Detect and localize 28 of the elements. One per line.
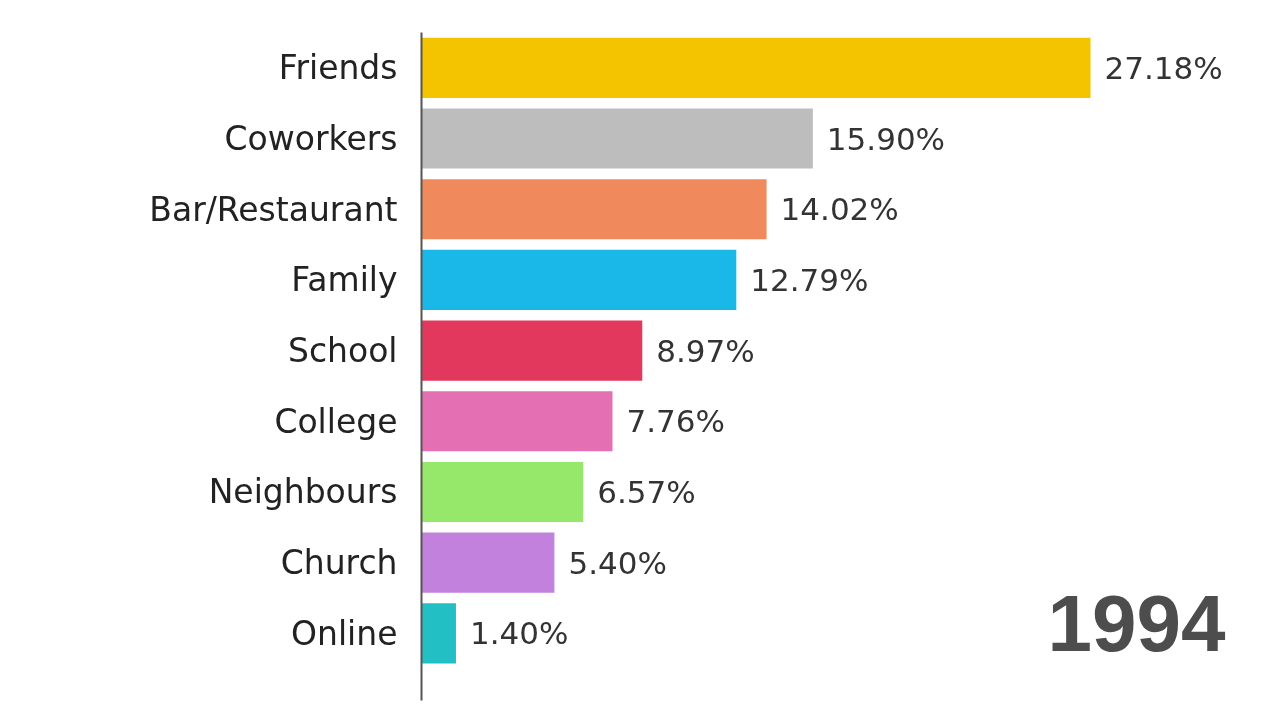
y-tick-label: College: [274, 401, 398, 441]
y-tick-label: School: [287, 331, 398, 371]
bar: [421, 37, 1091, 98]
y-tick-label: Friends: [278, 48, 398, 88]
y-tick-label: Coworkers: [224, 119, 398, 159]
y-tick-label: Neighbours: [208, 472, 398, 512]
y-tick-label: Family: [291, 260, 398, 300]
bar: [421, 603, 456, 664]
bar: [421, 391, 613, 452]
bar: [421, 532, 555, 593]
bar: [421, 461, 584, 523]
data-label: 27.18%: [1104, 49, 1223, 86]
data-label: 6.57%: [597, 473, 696, 510]
annotation: 1994: [1047, 578, 1227, 668]
y-tick-label: Church: [280, 543, 398, 583]
y-tick-label: Bar/Restaurant: [149, 189, 398, 229]
data-label: 8.97%: [656, 332, 755, 369]
data-label: 7.76%: [626, 403, 725, 440]
data-label: 1.40%: [469, 615, 569, 652]
data-label: 14.02%: [780, 191, 899, 228]
bar: [421, 179, 767, 240]
bar: [421, 108, 813, 169]
data-label: 12.79%: [750, 261, 869, 298]
data-label: 5.40%: [568, 544, 667, 581]
data-label: 15.90%: [826, 120, 946, 157]
y-tick-label: Online: [291, 613, 398, 653]
bar: [421, 320, 643, 381]
bar: [421, 249, 737, 310]
